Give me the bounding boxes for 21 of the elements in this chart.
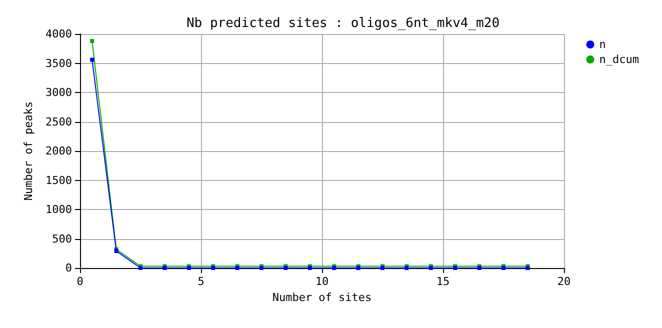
y-tick-label: 3000 xyxy=(46,86,72,99)
legend-label: n_dcum xyxy=(599,53,640,66)
x-axis-title: Number of sites xyxy=(272,290,372,304)
y-tick-label: 0 xyxy=(65,262,72,274)
y-tick-label: 2000 xyxy=(46,144,72,158)
y-tick-label: 500 xyxy=(52,232,72,246)
y-tick-label: 3500 xyxy=(46,56,72,70)
x-tick-label: 10 xyxy=(315,275,329,288)
y-tick-label: 4000 xyxy=(46,28,72,40)
y-tick-label: 1000 xyxy=(46,203,72,216)
x-tick-label: 20 xyxy=(557,275,571,288)
x-tick-label: 0 xyxy=(76,275,84,288)
y-tick-label: 1500 xyxy=(46,174,72,187)
point xyxy=(90,39,94,44)
y-tick-label: 2500 xyxy=(46,115,72,128)
point xyxy=(90,58,94,62)
x-tick-label: 5 xyxy=(198,275,204,288)
chart-title: Nb predicted sites : oligos_6nt_mkv4_m20 xyxy=(186,16,500,31)
x-tick-label: 15 xyxy=(436,275,450,288)
legend-label: n xyxy=(599,38,606,51)
y-axis-title: Number of peaks xyxy=(22,101,35,201)
